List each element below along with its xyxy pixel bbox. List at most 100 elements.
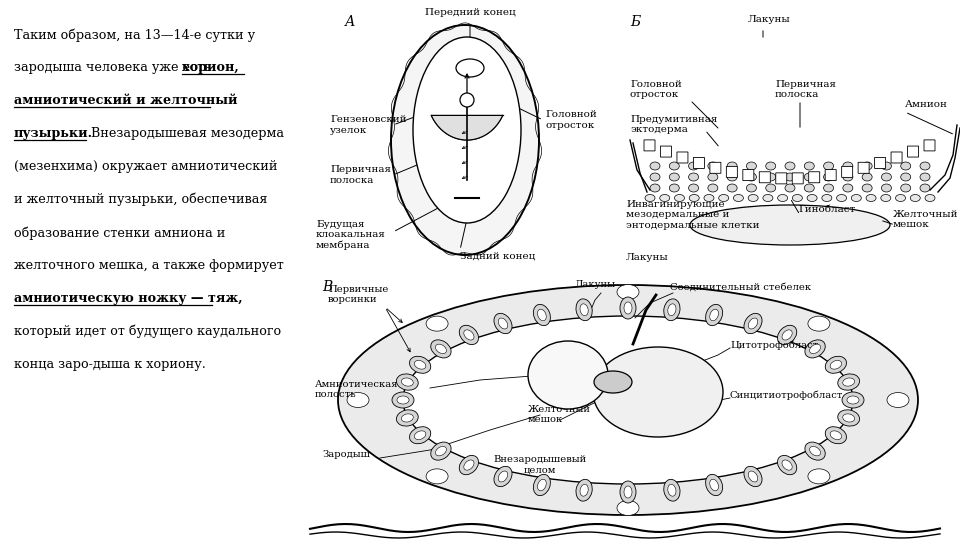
Text: и желточный пузырьки, обеспечивая: и желточный пузырьки, обеспечивая [14, 193, 268, 206]
FancyBboxPatch shape [924, 140, 935, 151]
Text: (мезенхима) окружает амниотический: (мезенхима) окружает амниотический [14, 160, 277, 173]
Ellipse shape [925, 194, 935, 201]
Text: Внезародышевый
целом: Внезародышевый целом [493, 455, 587, 475]
FancyBboxPatch shape [875, 158, 885, 168]
FancyBboxPatch shape [759, 172, 770, 183]
Ellipse shape [826, 427, 847, 444]
Text: Лакуны: Лакуны [575, 280, 616, 289]
Ellipse shape [896, 194, 905, 201]
Ellipse shape [881, 184, 892, 192]
Ellipse shape [650, 173, 660, 181]
FancyBboxPatch shape [727, 166, 737, 178]
Ellipse shape [706, 474, 723, 496]
FancyBboxPatch shape [792, 173, 804, 184]
Ellipse shape [338, 285, 918, 515]
Ellipse shape [624, 302, 632, 314]
Text: Цитотрофобласт: Цитотрофобласт [730, 340, 818, 349]
Ellipse shape [663, 299, 680, 321]
FancyBboxPatch shape [891, 152, 902, 163]
Text: Внезародышевая мезодерма: Внезародышевая мезодерма [87, 127, 284, 140]
Ellipse shape [498, 318, 508, 329]
Text: Первичные
ворсинки: Первичные ворсинки [328, 285, 389, 305]
Ellipse shape [744, 467, 762, 487]
Ellipse shape [706, 305, 723, 326]
Text: зародыша человека уже есть: зародыша человека уже есть [14, 61, 215, 74]
Ellipse shape [763, 194, 773, 201]
Ellipse shape [778, 194, 787, 201]
Text: хорион,: хорион, [182, 61, 239, 74]
Ellipse shape [459, 455, 478, 475]
Ellipse shape [704, 194, 714, 201]
Ellipse shape [617, 501, 639, 516]
Text: Задний конец: Задний конец [460, 252, 536, 261]
Ellipse shape [594, 371, 632, 393]
Text: Гинобласт: Гинобласт [798, 205, 855, 214]
FancyBboxPatch shape [808, 172, 820, 183]
Ellipse shape [668, 484, 676, 496]
FancyBboxPatch shape [858, 163, 869, 173]
Ellipse shape [830, 360, 842, 369]
Ellipse shape [669, 184, 680, 192]
Ellipse shape [900, 162, 911, 170]
Ellipse shape [464, 460, 474, 470]
Circle shape [460, 93, 474, 107]
Ellipse shape [436, 447, 446, 456]
FancyBboxPatch shape [660, 146, 671, 157]
Ellipse shape [881, 162, 892, 170]
Ellipse shape [413, 37, 521, 223]
FancyBboxPatch shape [644, 140, 655, 151]
Text: Лакуны: Лакуны [748, 15, 791, 24]
Ellipse shape [397, 396, 409, 404]
Ellipse shape [824, 173, 833, 181]
Text: Первичная
полоска: Первичная полоска [330, 165, 391, 185]
Ellipse shape [881, 173, 892, 181]
Ellipse shape [650, 162, 660, 170]
Ellipse shape [669, 162, 680, 170]
Ellipse shape [392, 392, 414, 408]
FancyBboxPatch shape [842, 166, 852, 178]
Ellipse shape [690, 205, 890, 245]
Ellipse shape [852, 194, 861, 201]
Ellipse shape [620, 297, 636, 319]
Ellipse shape [663, 480, 680, 501]
Text: амниотическую ножку — тяж,: амниотическую ножку — тяж, [14, 292, 243, 305]
Ellipse shape [838, 374, 859, 390]
Ellipse shape [747, 184, 756, 192]
Ellipse shape [396, 410, 419, 426]
Ellipse shape [920, 162, 930, 170]
FancyBboxPatch shape [826, 170, 836, 180]
Ellipse shape [748, 318, 757, 329]
Ellipse shape [669, 173, 680, 181]
Ellipse shape [862, 184, 872, 192]
Text: Первичная
полоска: Первичная полоска [775, 80, 836, 99]
Ellipse shape [880, 194, 891, 201]
Ellipse shape [920, 184, 930, 192]
Ellipse shape [576, 480, 592, 501]
Ellipse shape [824, 184, 833, 192]
Ellipse shape [415, 431, 426, 440]
Text: Соединительный стебелек: Соединительный стебелек [670, 283, 811, 292]
Ellipse shape [403, 316, 853, 484]
Ellipse shape [727, 184, 737, 192]
Text: желточного мешка, а также формирует: желточного мешка, а также формирует [14, 259, 284, 272]
Ellipse shape [494, 313, 512, 334]
Ellipse shape [826, 356, 847, 373]
Text: пузырьки.: пузырьки. [14, 127, 93, 140]
Ellipse shape [645, 194, 655, 201]
Ellipse shape [887, 393, 909, 408]
Ellipse shape [809, 344, 821, 354]
Ellipse shape [785, 173, 795, 181]
Ellipse shape [747, 173, 756, 181]
Ellipse shape [747, 162, 756, 170]
Ellipse shape [660, 194, 670, 201]
Ellipse shape [689, 194, 699, 201]
Ellipse shape [410, 356, 431, 373]
Ellipse shape [650, 184, 660, 192]
Text: Синцитиотрофобласт: Синцитиотрофобласт [730, 390, 844, 400]
Text: Головной
отросток: Головной отросток [545, 110, 597, 130]
Ellipse shape [688, 173, 699, 181]
Text: Таким образом, на 13—14-е сутки у: Таким образом, на 13—14-е сутки у [14, 28, 255, 42]
Ellipse shape [708, 173, 718, 181]
Ellipse shape [766, 162, 776, 170]
Ellipse shape [785, 162, 795, 170]
